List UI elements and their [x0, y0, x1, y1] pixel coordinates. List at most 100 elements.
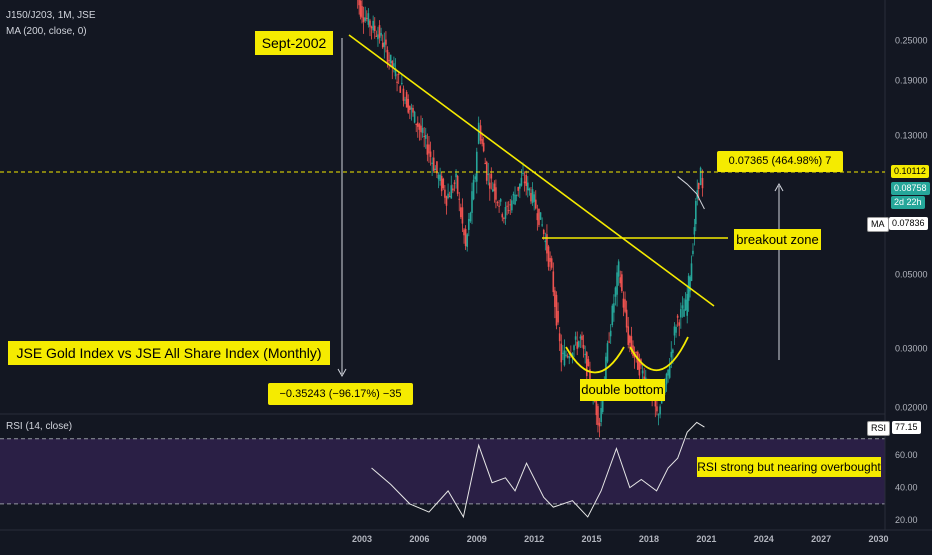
candle-body	[522, 172, 524, 174]
candle-body	[684, 299, 687, 311]
candle-body	[595, 398, 598, 416]
candle-body	[680, 309, 682, 318]
candle-body	[359, 0, 362, 17]
double-bottom-label: double bottom	[580, 379, 665, 401]
candle-body	[625, 309, 628, 328]
candle-body	[432, 157, 435, 171]
candle-body	[659, 406, 661, 415]
candle-body	[534, 199, 537, 209]
candle-body	[542, 229, 545, 235]
candle-body	[578, 341, 580, 347]
candle-body	[656, 406, 658, 412]
candle-body	[362, 17, 365, 23]
candle-body	[375, 35, 378, 37]
candle-body	[369, 20, 371, 27]
rsi-tick-label: 40.00	[895, 483, 918, 493]
candle-body	[496, 202, 499, 204]
candle-body	[436, 161, 438, 174]
price-tick-label: 0.13000	[895, 130, 928, 140]
candle-body	[690, 263, 693, 281]
candle-body	[657, 414, 660, 416]
candle-body	[576, 341, 579, 349]
last-price-tag: 0.08758	[891, 182, 930, 195]
candle-body	[609, 330, 612, 337]
candle-body	[397, 73, 400, 75]
time-tick-label: 2003	[352, 534, 372, 544]
candle-body	[477, 122, 480, 144]
candle-body	[665, 373, 668, 385]
candle-body	[358, 0, 360, 6]
candle-body	[598, 422, 601, 427]
candle-body	[525, 174, 527, 186]
price-tick-label: 0.19000	[895, 75, 928, 85]
candle-body	[539, 212, 542, 220]
candle-body	[546, 234, 548, 254]
candle-body	[597, 406, 599, 425]
candle-body	[372, 20, 374, 31]
candle-body	[574, 336, 577, 340]
candle-body	[562, 352, 564, 354]
candle-body	[560, 343, 563, 363]
candle-body	[514, 194, 516, 205]
candle-body	[456, 175, 459, 194]
candle-body	[520, 177, 523, 186]
candle-body	[515, 194, 518, 196]
candle-body	[447, 193, 449, 199]
candle-body	[695, 200, 697, 225]
candle-body	[413, 111, 416, 123]
candle-body	[501, 214, 504, 218]
candle-body	[533, 194, 535, 202]
candle-body	[399, 86, 402, 93]
candle-body	[394, 68, 397, 77]
rsi-name-tag: RSI	[867, 421, 891, 436]
candle-body	[373, 25, 376, 31]
sept-2002-label: Sept-2002	[255, 31, 333, 55]
candle-body	[487, 173, 490, 175]
candle-body	[410, 107, 413, 110]
candle-body	[484, 163, 486, 165]
rsi-line	[371, 421, 705, 519]
candle-body	[452, 188, 454, 191]
candle-body	[361, 6, 363, 18]
candle-body	[523, 181, 526, 184]
candle-body	[404, 99, 406, 101]
rsi-tick-label: 20.00	[895, 515, 918, 525]
candle-body	[421, 127, 424, 133]
candle-body	[670, 351, 673, 358]
candle-body	[509, 204, 512, 206]
candle-body	[412, 108, 414, 113]
candle-body	[381, 42, 384, 48]
candle-body	[402, 88, 405, 101]
candle-body	[552, 271, 555, 293]
candle-body	[370, 26, 373, 29]
candle-body	[605, 356, 607, 384]
candle-body	[401, 82, 403, 84]
candle-body	[530, 192, 532, 202]
time-tick-label: 2021	[696, 534, 716, 544]
candle-body	[475, 151, 478, 182]
candle-body	[499, 199, 502, 202]
candle-body	[619, 277, 622, 284]
candle-body	[672, 349, 674, 353]
candle-body	[629, 335, 631, 343]
time-tick-label: 2024	[754, 534, 774, 544]
candle-body	[512, 193, 515, 196]
symbol-label: J150/J203, 1M, JSE	[6, 10, 96, 21]
candle-body	[627, 326, 630, 345]
candle-body	[495, 187, 497, 200]
candle-body	[383, 42, 386, 47]
candle-body	[468, 218, 470, 230]
candle-body	[445, 196, 448, 206]
downtrend-line	[348, 34, 715, 307]
candle-body	[442, 178, 445, 189]
candle-body	[611, 305, 614, 326]
candle-body	[418, 124, 421, 130]
candle-body	[490, 173, 493, 179]
candle-body	[600, 408, 602, 423]
candle-body	[676, 315, 679, 318]
candle-body	[519, 183, 521, 189]
candle-body	[608, 341, 610, 343]
candle-body	[558, 333, 561, 342]
candle-body	[471, 191, 473, 213]
